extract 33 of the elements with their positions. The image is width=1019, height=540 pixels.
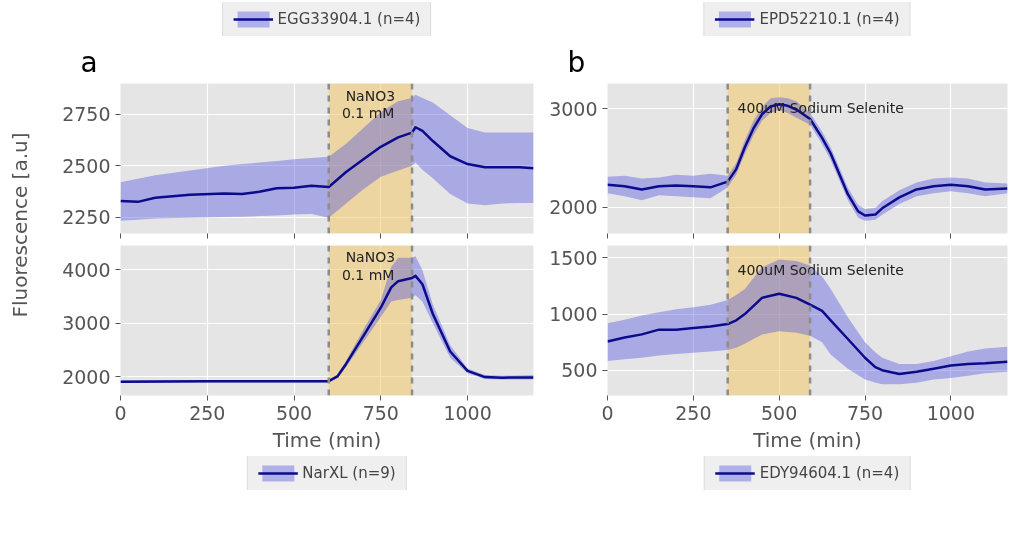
x-axis-title: Time (min) bbox=[752, 427, 862, 452]
x-axis-title: Time (min) bbox=[271, 427, 382, 452]
x-tick-label: 1000 bbox=[926, 401, 976, 424]
y-tick-label: 1500 bbox=[549, 246, 598, 269]
x-tick-label: 750 bbox=[846, 401, 884, 424]
legend-label: NarXL (n=9) bbox=[302, 464, 396, 482]
y-tick-label: 2000 bbox=[62, 365, 111, 388]
chart-title: b bbox=[567, 45, 586, 79]
y-tick-label: 500 bbox=[561, 359, 598, 382]
x-tick-label: 0 bbox=[601, 401, 614, 424]
x-tick-label: 250 bbox=[675, 401, 712, 424]
x-tick-label: 250 bbox=[189, 401, 226, 424]
chart-title: a bbox=[80, 45, 98, 79]
y-tick-label: 1000 bbox=[549, 303, 598, 326]
y-tick-label: 4000 bbox=[62, 258, 111, 281]
x-tick-label: 0 bbox=[114, 401, 127, 424]
x-tick-label: 1000 bbox=[443, 401, 492, 424]
y-tick-label: 2000 bbox=[549, 196, 598, 219]
legend-label: EDY94604.1 (n=4) bbox=[759, 464, 900, 482]
annotation: NaNO3 0.1 mM bbox=[341, 87, 396, 122]
y-tick-label: 2500 bbox=[62, 154, 111, 177]
y-tick-label: 3000 bbox=[62, 312, 111, 335]
x-tick-label: 750 bbox=[362, 401, 399, 424]
y-tick-label: 3000 bbox=[549, 97, 598, 120]
x-tick-label: 500 bbox=[275, 401, 313, 424]
y-tick-label: 2750 bbox=[62, 103, 111, 126]
y-tick-label: 2250 bbox=[62, 206, 111, 229]
legend-label: EGG33904.1 (n=4) bbox=[277, 10, 421, 28]
annotation: 400uM Sodium Selenite bbox=[737, 261, 904, 278]
y-axis-title: Fluorescence [a.u] bbox=[6, 132, 33, 318]
legend-label: EPD52210.1 (n=4) bbox=[759, 10, 900, 28]
x-tick-label: 500 bbox=[761, 401, 798, 424]
annotation: NaNO3 0.1 mM bbox=[341, 249, 396, 283]
